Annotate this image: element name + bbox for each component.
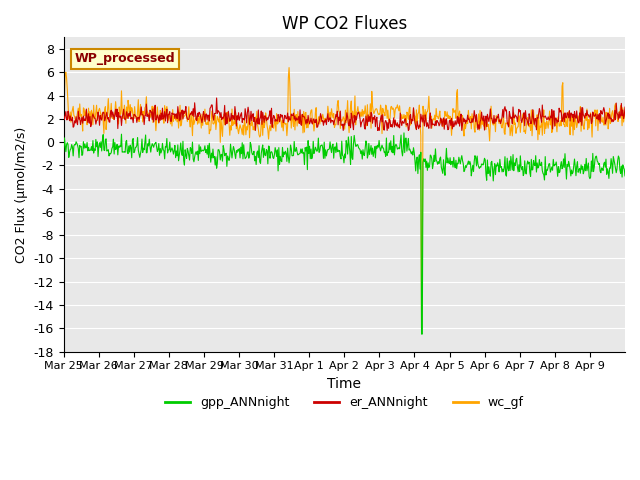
er_ANNnight: [435, 123, 443, 129]
X-axis label: Time: Time: [327, 377, 362, 391]
er_ANNnight: [212, 95, 220, 101]
gpp_ANNnight: [257, 160, 264, 166]
wc_gf: [229, 122, 237, 128]
gpp_ANNnight: [278, 159, 285, 165]
er_ANNnight: [404, 120, 412, 126]
wc_gf: [125, 114, 133, 120]
gpp_ANNnight: [60, 149, 67, 155]
wc_gf: [278, 124, 285, 130]
Line: gpp_ANNnight: gpp_ANNnight: [63, 133, 625, 334]
er_ANNnight: [60, 114, 67, 120]
wc_gf: [285, 65, 293, 71]
wc_gf: [257, 132, 264, 138]
wc_gf: [60, 109, 67, 115]
wc_gf: [403, 109, 411, 115]
Line: er_ANNnight: er_ANNnight: [63, 98, 625, 131]
er_ANNnight: [621, 104, 629, 110]
gpp_ANNnight: [621, 173, 629, 179]
er_ANNnight: [258, 121, 266, 127]
gpp_ANNnight: [418, 331, 426, 337]
wc_gf: [418, 325, 426, 331]
gpp_ANNnight: [400, 130, 408, 136]
gpp_ANNnight: [125, 149, 133, 155]
er_ANNnight: [230, 113, 237, 119]
Line: wc_gf: wc_gf: [63, 68, 625, 328]
gpp_ANNnight: [229, 148, 237, 154]
wc_gf: [435, 113, 443, 119]
er_ANNnight: [125, 113, 133, 119]
Text: WP_processed: WP_processed: [75, 52, 175, 65]
Legend: gpp_ANNnight, er_ANNnight, wc_gf: gpp_ANNnight, er_ANNnight, wc_gf: [160, 391, 529, 414]
gpp_ANNnight: [435, 160, 443, 166]
Title: WP CO2 Fluxes: WP CO2 Fluxes: [282, 15, 407, 33]
Y-axis label: CO2 Flux (μmol/m2/s): CO2 Flux (μmol/m2/s): [15, 126, 28, 263]
er_ANNnight: [280, 120, 287, 125]
gpp_ANNnight: [403, 148, 411, 154]
wc_gf: [621, 110, 629, 116]
er_ANNnight: [252, 128, 259, 133]
